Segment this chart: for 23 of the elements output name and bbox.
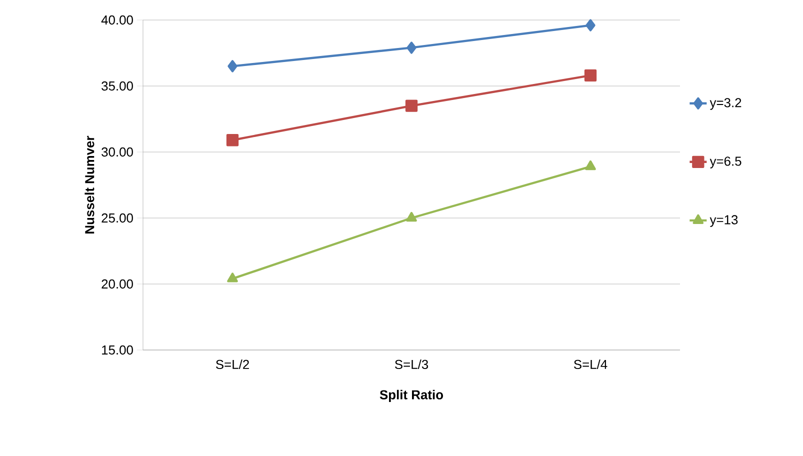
legend-label: y=3.2 xyxy=(710,98,742,110)
point xyxy=(226,134,239,146)
y-tick-label: 15.00 xyxy=(102,345,133,355)
point xyxy=(228,60,238,72)
y-axis-title: Nusselt Numver xyxy=(84,136,94,234)
legend-label: y=6.5 xyxy=(710,156,742,168)
point xyxy=(585,160,596,170)
point xyxy=(584,69,597,82)
point xyxy=(406,212,417,222)
point xyxy=(405,100,418,112)
x-axis-title: Split Ratio xyxy=(380,390,444,402)
legend-label: y=13 xyxy=(710,215,738,227)
y-tick-label: 30.00 xyxy=(102,147,133,157)
y-tick-label: 35.00 xyxy=(102,81,133,91)
y-tick-label: 25.00 xyxy=(102,213,133,223)
x-tick-label: S=L/3 xyxy=(394,360,428,370)
y-tick-label: 20.00 xyxy=(102,279,133,289)
x-tick-label: S=L/4 xyxy=(574,360,608,370)
x-tick-label: S=L/2 xyxy=(216,360,249,370)
point xyxy=(227,272,238,282)
point xyxy=(586,19,596,32)
point xyxy=(406,42,416,54)
y-tick-label: 40.00 xyxy=(101,15,133,25)
